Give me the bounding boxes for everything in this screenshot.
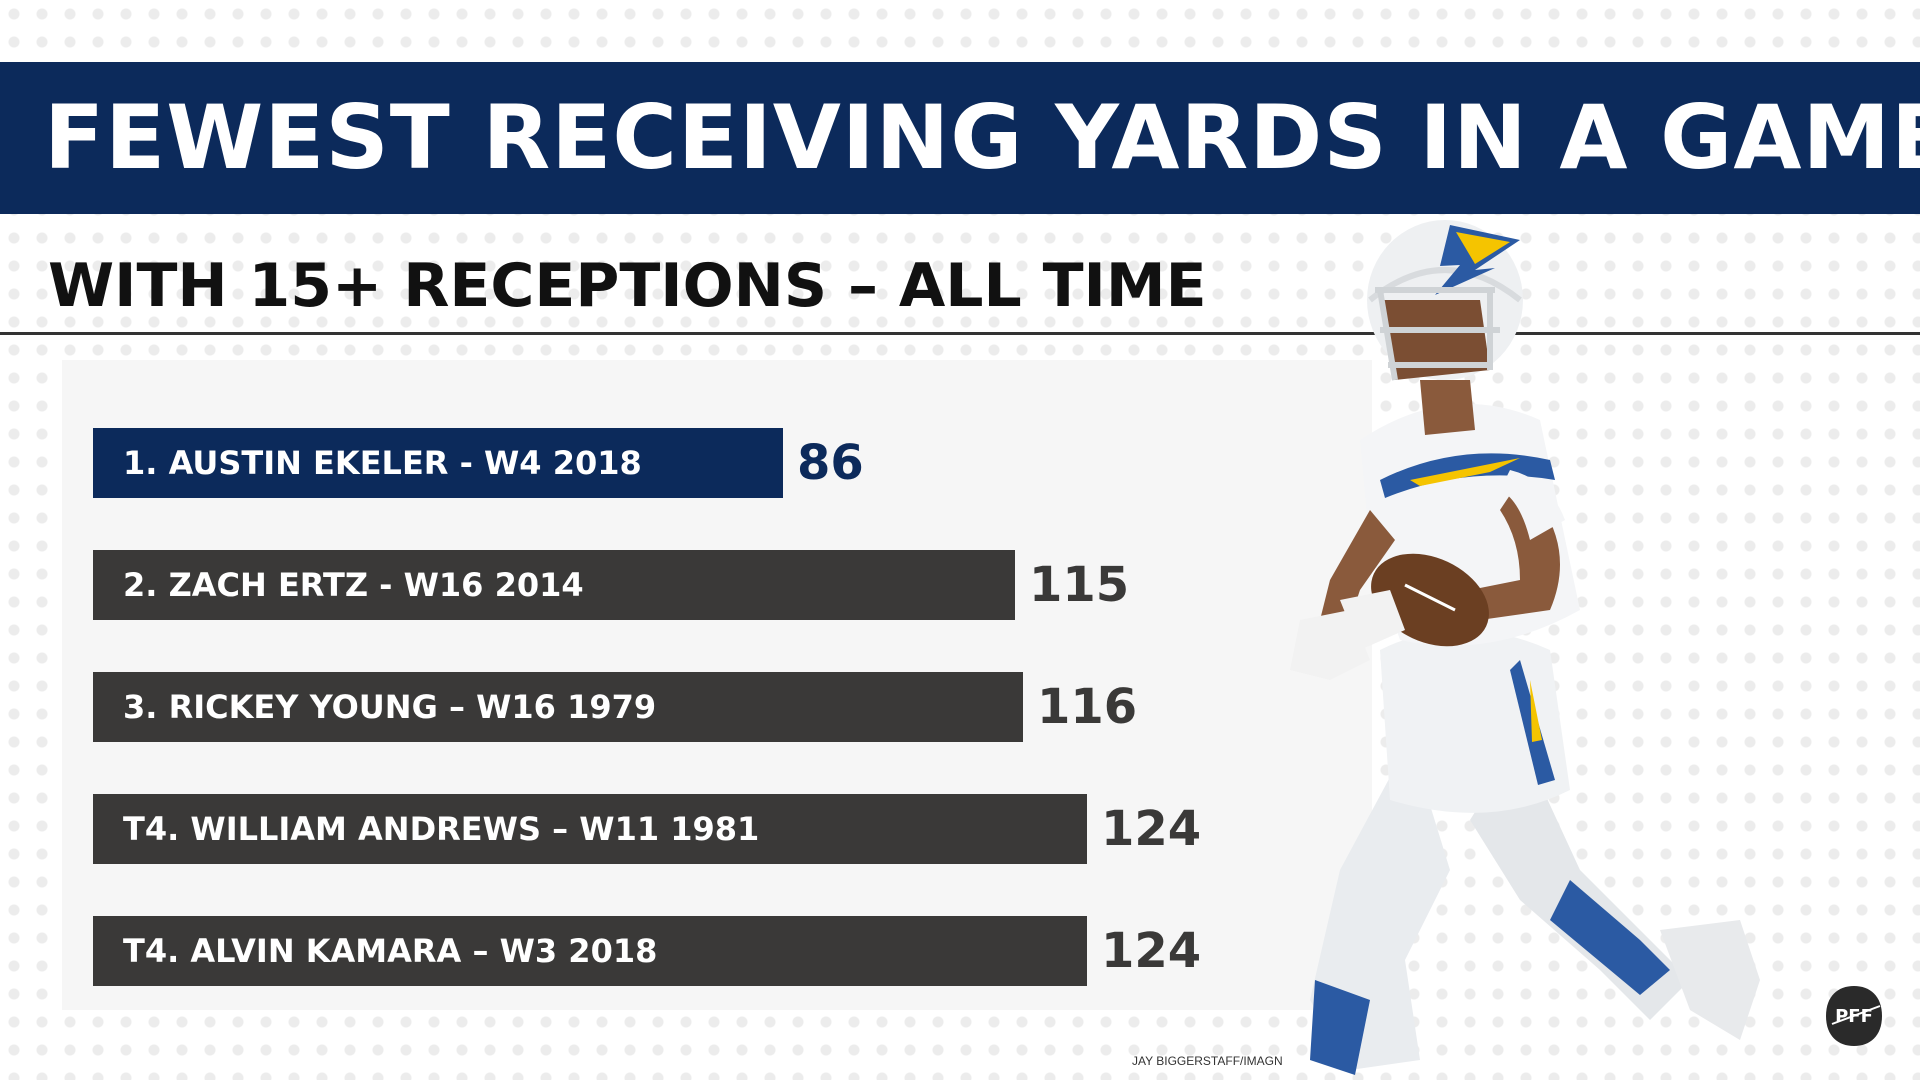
title-banner [0,62,1920,214]
pff-logo: PFF [1826,986,1882,1046]
chart-subtitle: WITH 15+ RECEPTIONS – ALL TIME [48,251,1207,321]
bar: 1. AUSTIN EKELER - W4 2018 [93,428,783,498]
pff-logo-text: PFF [1835,1006,1873,1027]
bar: T4. WILLIAM ANDREWS – W11 1981 [93,794,1087,864]
player-photo [1290,220,1760,1075]
bar-value-label: 124 [1101,801,1202,857]
bar-value-label: 115 [1029,557,1130,613]
header-divider [0,332,1920,335]
bar: 3. RICKEY YOUNG – W16 1979 [93,672,1023,742]
bar-label: 1. AUSTIN EKELER - W4 2018 [123,444,642,482]
bar-label: 2. ZACH ERTZ - W16 2014 [123,566,584,604]
bar-label: T4. WILLIAM ANDREWS – W11 1981 [123,810,760,848]
bar: 2. ZACH ERTZ - W16 2014 [93,550,1015,620]
photo-credit: JAY BIGGERSTAFF/IMAGN [1132,1054,1283,1068]
bar: T4. ALVIN KAMARA – W3 2018 [93,916,1087,986]
bar-label: 3. RICKEY YOUNG – W16 1979 [123,688,657,726]
chart-title: FEWEST RECEIVING YARDS IN A GAME [44,86,1920,189]
bar-value-label: 86 [797,435,864,491]
bar-value-label: 116 [1037,679,1138,735]
bar-label: T4. ALVIN KAMARA – W3 2018 [123,932,658,970]
bar-value-label: 124 [1101,923,1202,979]
